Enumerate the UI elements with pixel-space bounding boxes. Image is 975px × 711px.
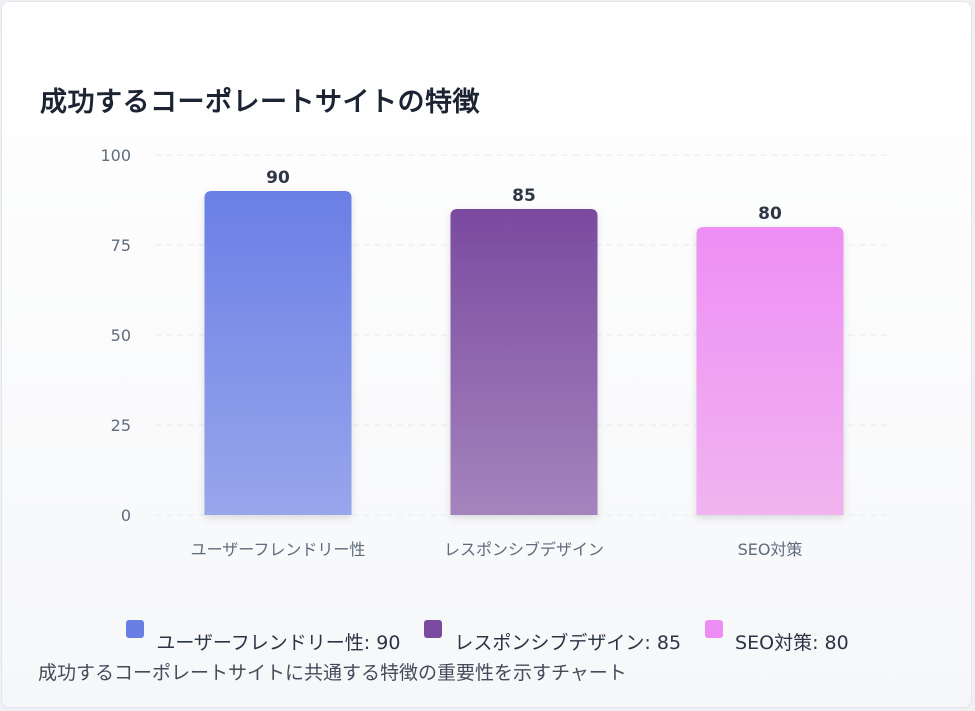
chart-caption: 成功するコーポレートサイトに共通する特徴の重要性を示すチャート (38, 662, 627, 684)
legend: ユーザーフレンドリー性: 90 レスポンシブデザイン: 85 SEO対策: 80 (0, 620, 975, 655)
y-tick-label: 75 (111, 236, 131, 255)
data-label: 85 (512, 186, 536, 206)
x-tick-label: レスポンシブデザイン (444, 540, 604, 559)
bars (204, 191, 844, 515)
legend-item-user-friendly[interactable]: ユーザーフレンドリー性: 90 (126, 620, 400, 655)
bar-0[interactable] (204, 191, 352, 515)
x-axis-ticks: ユーザーフレンドリー性 レスポンシブデザイン SEO対策 (191, 540, 803, 559)
y-tick-label: 0 (121, 506, 131, 525)
value-labels: 90 85 80 (266, 168, 782, 224)
legend-item-responsive[interactable]: レスポンシブデザイン: 85 (424, 620, 681, 655)
legend-label: ユーザーフレンドリー性: 90 (156, 632, 401, 654)
legend-label: SEO対策: 80 (735, 632, 849, 654)
legend-swatch (705, 620, 724, 638)
legend-swatch (424, 620, 443, 638)
legend-item-seo[interactable]: SEO対策: 80 (705, 620, 849, 655)
x-tick-label: SEO対策 (738, 540, 803, 559)
y-tick-label: 100 (100, 146, 131, 165)
data-label: 80 (758, 204, 782, 224)
bar-2[interactable] (696, 227, 844, 515)
bar-1[interactable] (450, 209, 598, 515)
x-tick-label: ユーザーフレンドリー性 (191, 540, 366, 559)
y-tick-label: 25 (111, 416, 131, 435)
y-axis-ticks: 0 25 50 75 100 (100, 146, 131, 525)
y-tick-label: 50 (111, 326, 131, 345)
legend-swatch (126, 620, 145, 638)
data-label: 90 (266, 168, 290, 188)
legend-label: レスポンシブデザイン: 85 (454, 632, 682, 654)
chart-title: 成功するコーポレートサイトの特徴 (40, 87, 480, 118)
